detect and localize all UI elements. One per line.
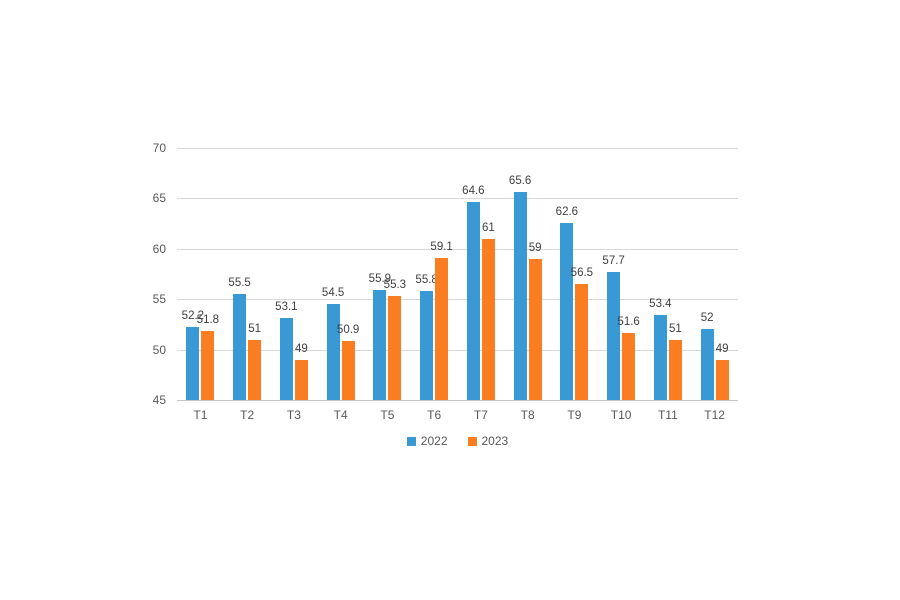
bar-2023-T8[interactable]: [528, 258, 542, 400]
x-axis-category-label: T4: [333, 408, 348, 422]
gridline: [177, 350, 738, 351]
data-label-2022-T7: 64.6: [462, 185, 485, 198]
bar-2022-T3[interactable]: [279, 318, 293, 400]
y-axis-tick-label: 55: [152, 292, 166, 306]
data-label-2022-T3: 53.1: [275, 301, 298, 314]
gridline: [177, 299, 738, 300]
data-label-2022-T12: 52: [700, 312, 714, 325]
data-label-2023-T12: 49: [715, 342, 729, 355]
x-axis-category-label: T3: [286, 408, 301, 422]
bar-2022-T5[interactable]: [373, 290, 387, 400]
bar-2022-T9[interactable]: [560, 222, 574, 400]
legend-label: 2023: [481, 434, 509, 448]
bar-2023-T7[interactable]: [481, 238, 495, 400]
data-label-2023-T2: 51: [248, 322, 262, 335]
bar-2022-T8[interactable]: [513, 192, 527, 400]
legend-item-2022[interactable]: 2022: [406, 434, 448, 448]
bar-2022-T10[interactable]: [607, 271, 621, 400]
x-axis-category-label: T1: [193, 408, 208, 422]
bar-2022-T1[interactable]: [186, 327, 200, 400]
data-label-2023-T10: 51.6: [617, 316, 640, 329]
data-label-2023-T3: 49: [294, 342, 308, 355]
legend-item-2023[interactable]: 2023: [467, 434, 509, 448]
data-label-2023-T1: 51.8: [196, 314, 220, 327]
gridline: [177, 249, 738, 250]
data-label-2023-T5: 55.3: [383, 279, 407, 292]
data-label-2022-T10: 57.7: [602, 254, 625, 267]
x-axis-category-label: T7: [473, 408, 488, 422]
x-axis-category-label: T5: [380, 408, 395, 422]
data-label-2022-T1: 52.2: [181, 310, 205, 323]
data-label-2022-T11: 53.4: [649, 298, 672, 311]
legend-swatch-icon: [467, 436, 477, 446]
x-axis-category-label: T8: [520, 408, 535, 422]
data-label-2023-T9: 56.5: [570, 267, 594, 280]
y-axis-tick-label: 50: [152, 343, 166, 357]
bar-2022-T2[interactable]: [233, 294, 247, 400]
x-axis-line: [177, 400, 738, 401]
bar-2023-T1[interactable]: [201, 331, 215, 400]
bar-2022-T6[interactable]: [420, 291, 434, 400]
y-axis-tick-label: 45: [152, 393, 166, 407]
data-label-2023-T11: 51: [668, 322, 682, 335]
gridline: [177, 198, 738, 199]
bar-2023-T10[interactable]: [622, 333, 636, 400]
gridline: [177, 148, 738, 149]
x-axis-category-label: T11: [657, 408, 678, 422]
bar-2023-T9[interactable]: [575, 284, 589, 400]
y-axis-tick-label: 65: [152, 191, 166, 205]
legend-swatch-icon: [406, 436, 416, 446]
legend: 2022 2023: [177, 434, 738, 448]
bar-2023-T11[interactable]: [668, 339, 682, 400]
x-axis-category-label: T10: [610, 408, 632, 422]
data-label-2022-T8: 65.6: [508, 175, 532, 188]
bar-2023-T3[interactable]: [294, 359, 308, 400]
x-axis-category-label: T9: [567, 408, 582, 422]
bar-2022-T4[interactable]: [326, 304, 340, 400]
data-label-2023-T7: 61: [481, 221, 495, 234]
bar-2023-T5[interactable]: [388, 296, 402, 400]
y-axis-tick-label: 60: [152, 242, 166, 256]
bar-2022-T11[interactable]: [653, 315, 667, 400]
legend-label: 2022: [420, 434, 448, 448]
bar-2023-T6[interactable]: [435, 257, 449, 400]
data-label-2023-T6: 59.1: [430, 240, 453, 253]
bar-2022-T12[interactable]: [700, 329, 714, 400]
bar-2022-T7[interactable]: [466, 202, 480, 400]
bar-2023-T4[interactable]: [341, 340, 355, 400]
data-label-2022-T2: 55.5: [228, 277, 251, 290]
x-axis-category-label: T6: [427, 408, 442, 422]
bar-2023-T2[interactable]: [248, 339, 262, 400]
data-label-2022-T5: 55.9: [368, 273, 392, 286]
data-label-2023-T8: 59: [528, 241, 542, 254]
y-axis-tick-label: 70: [152, 141, 166, 155]
x-axis-category-label: T12: [704, 408, 725, 422]
data-label-2022-T6: 55.8: [415, 274, 438, 287]
data-label-2022-T4: 54.5: [321, 287, 345, 300]
bar-2023-T12[interactable]: [715, 359, 729, 400]
x-axis-category-label: T2: [240, 408, 255, 422]
data-label-2023-T4: 50.9: [336, 323, 360, 336]
data-label-2022-T9: 62.6: [555, 205, 579, 218]
